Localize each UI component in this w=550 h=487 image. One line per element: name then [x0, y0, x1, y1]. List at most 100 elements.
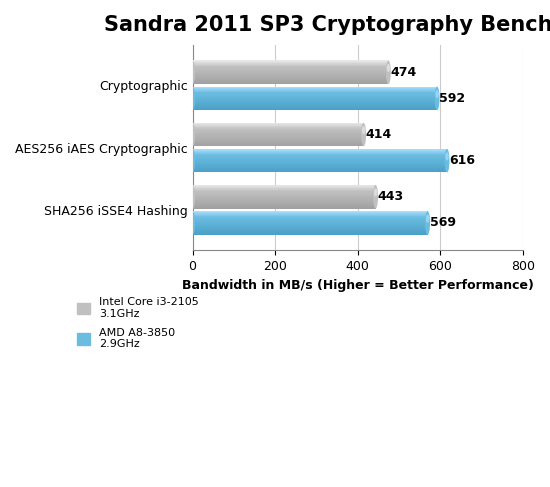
Text: 592: 592 — [439, 92, 465, 105]
Bar — [192, 61, 388, 62]
Bar — [192, 67, 388, 68]
Bar — [192, 137, 364, 138]
Bar — [192, 215, 427, 216]
Bar — [192, 157, 447, 158]
Bar — [192, 185, 376, 186]
Bar — [192, 143, 364, 144]
Bar — [192, 129, 364, 130]
Bar — [192, 123, 364, 124]
Title: Sandra 2011 SP3 Cryptography Benchmark: Sandra 2011 SP3 Cryptography Benchmark — [103, 15, 550, 35]
Bar — [192, 140, 364, 141]
Bar — [192, 134, 364, 135]
Bar — [192, 194, 376, 195]
Bar — [192, 206, 376, 207]
Bar — [192, 92, 437, 93]
Bar — [192, 133, 364, 134]
Bar — [192, 171, 447, 172]
Bar — [192, 124, 364, 125]
Bar — [192, 89, 437, 90]
Bar — [192, 167, 447, 168]
Bar — [192, 144, 364, 145]
Bar — [192, 198, 376, 199]
Bar — [192, 230, 427, 231]
Bar — [192, 170, 447, 171]
Bar — [192, 214, 427, 215]
Bar — [192, 222, 427, 223]
Bar — [192, 124, 364, 125]
Bar — [192, 162, 447, 163]
Bar — [192, 225, 427, 226]
Bar — [192, 224, 427, 225]
Bar — [192, 103, 437, 104]
Bar — [192, 220, 427, 221]
Bar — [192, 146, 364, 147]
Ellipse shape — [362, 126, 365, 134]
Bar — [192, 207, 376, 208]
Bar — [192, 81, 388, 82]
X-axis label: Bandwidth in MB/s (Higher = Better Performance): Bandwidth in MB/s (Higher = Better Perfo… — [182, 279, 534, 292]
Bar — [192, 79, 388, 80]
Bar — [192, 80, 388, 81]
Ellipse shape — [386, 60, 391, 84]
Bar — [192, 152, 447, 153]
Ellipse shape — [444, 149, 449, 172]
Bar — [192, 73, 388, 74]
Bar — [192, 83, 388, 84]
Ellipse shape — [436, 90, 439, 98]
Bar — [192, 162, 447, 163]
Bar — [192, 76, 388, 77]
Ellipse shape — [387, 64, 390, 72]
Bar — [192, 234, 427, 235]
Bar — [192, 187, 376, 188]
Bar — [192, 78, 388, 79]
Bar — [192, 204, 376, 205]
Text: 443: 443 — [378, 190, 404, 203]
Bar — [192, 91, 437, 92]
Bar — [192, 228, 427, 229]
Bar — [192, 201, 376, 202]
Bar — [192, 128, 364, 129]
Bar — [192, 168, 447, 169]
Bar — [192, 107, 437, 108]
Bar — [192, 192, 376, 193]
Bar — [192, 105, 437, 106]
Bar — [192, 233, 427, 234]
Bar — [192, 226, 427, 227]
Bar — [192, 99, 437, 100]
Bar — [192, 191, 376, 192]
Text: 474: 474 — [390, 66, 417, 79]
Bar — [192, 132, 364, 133]
Bar — [192, 213, 427, 214]
Bar — [192, 68, 388, 69]
Bar — [192, 102, 437, 103]
Bar — [192, 131, 364, 132]
Bar — [192, 142, 364, 143]
Bar — [192, 139, 364, 140]
Bar — [192, 229, 427, 230]
Ellipse shape — [190, 149, 195, 172]
Text: 569: 569 — [430, 216, 455, 229]
Bar — [192, 94, 437, 95]
Bar — [192, 95, 437, 96]
Bar — [192, 156, 447, 157]
Bar — [192, 231, 427, 232]
Ellipse shape — [425, 211, 430, 235]
Bar — [192, 135, 364, 136]
Ellipse shape — [190, 211, 195, 235]
Text: 414: 414 — [366, 128, 392, 141]
Bar — [192, 91, 437, 92]
Bar — [192, 197, 376, 198]
Bar — [192, 82, 388, 83]
Bar — [192, 199, 376, 200]
Bar — [192, 141, 364, 142]
Bar — [192, 63, 388, 64]
Bar — [192, 195, 376, 196]
Bar — [192, 195, 376, 196]
Bar — [192, 136, 364, 137]
Bar — [192, 101, 437, 102]
Bar — [192, 100, 437, 101]
Bar — [192, 62, 388, 63]
Bar — [192, 202, 376, 203]
Bar — [192, 127, 364, 128]
Bar — [192, 71, 388, 72]
